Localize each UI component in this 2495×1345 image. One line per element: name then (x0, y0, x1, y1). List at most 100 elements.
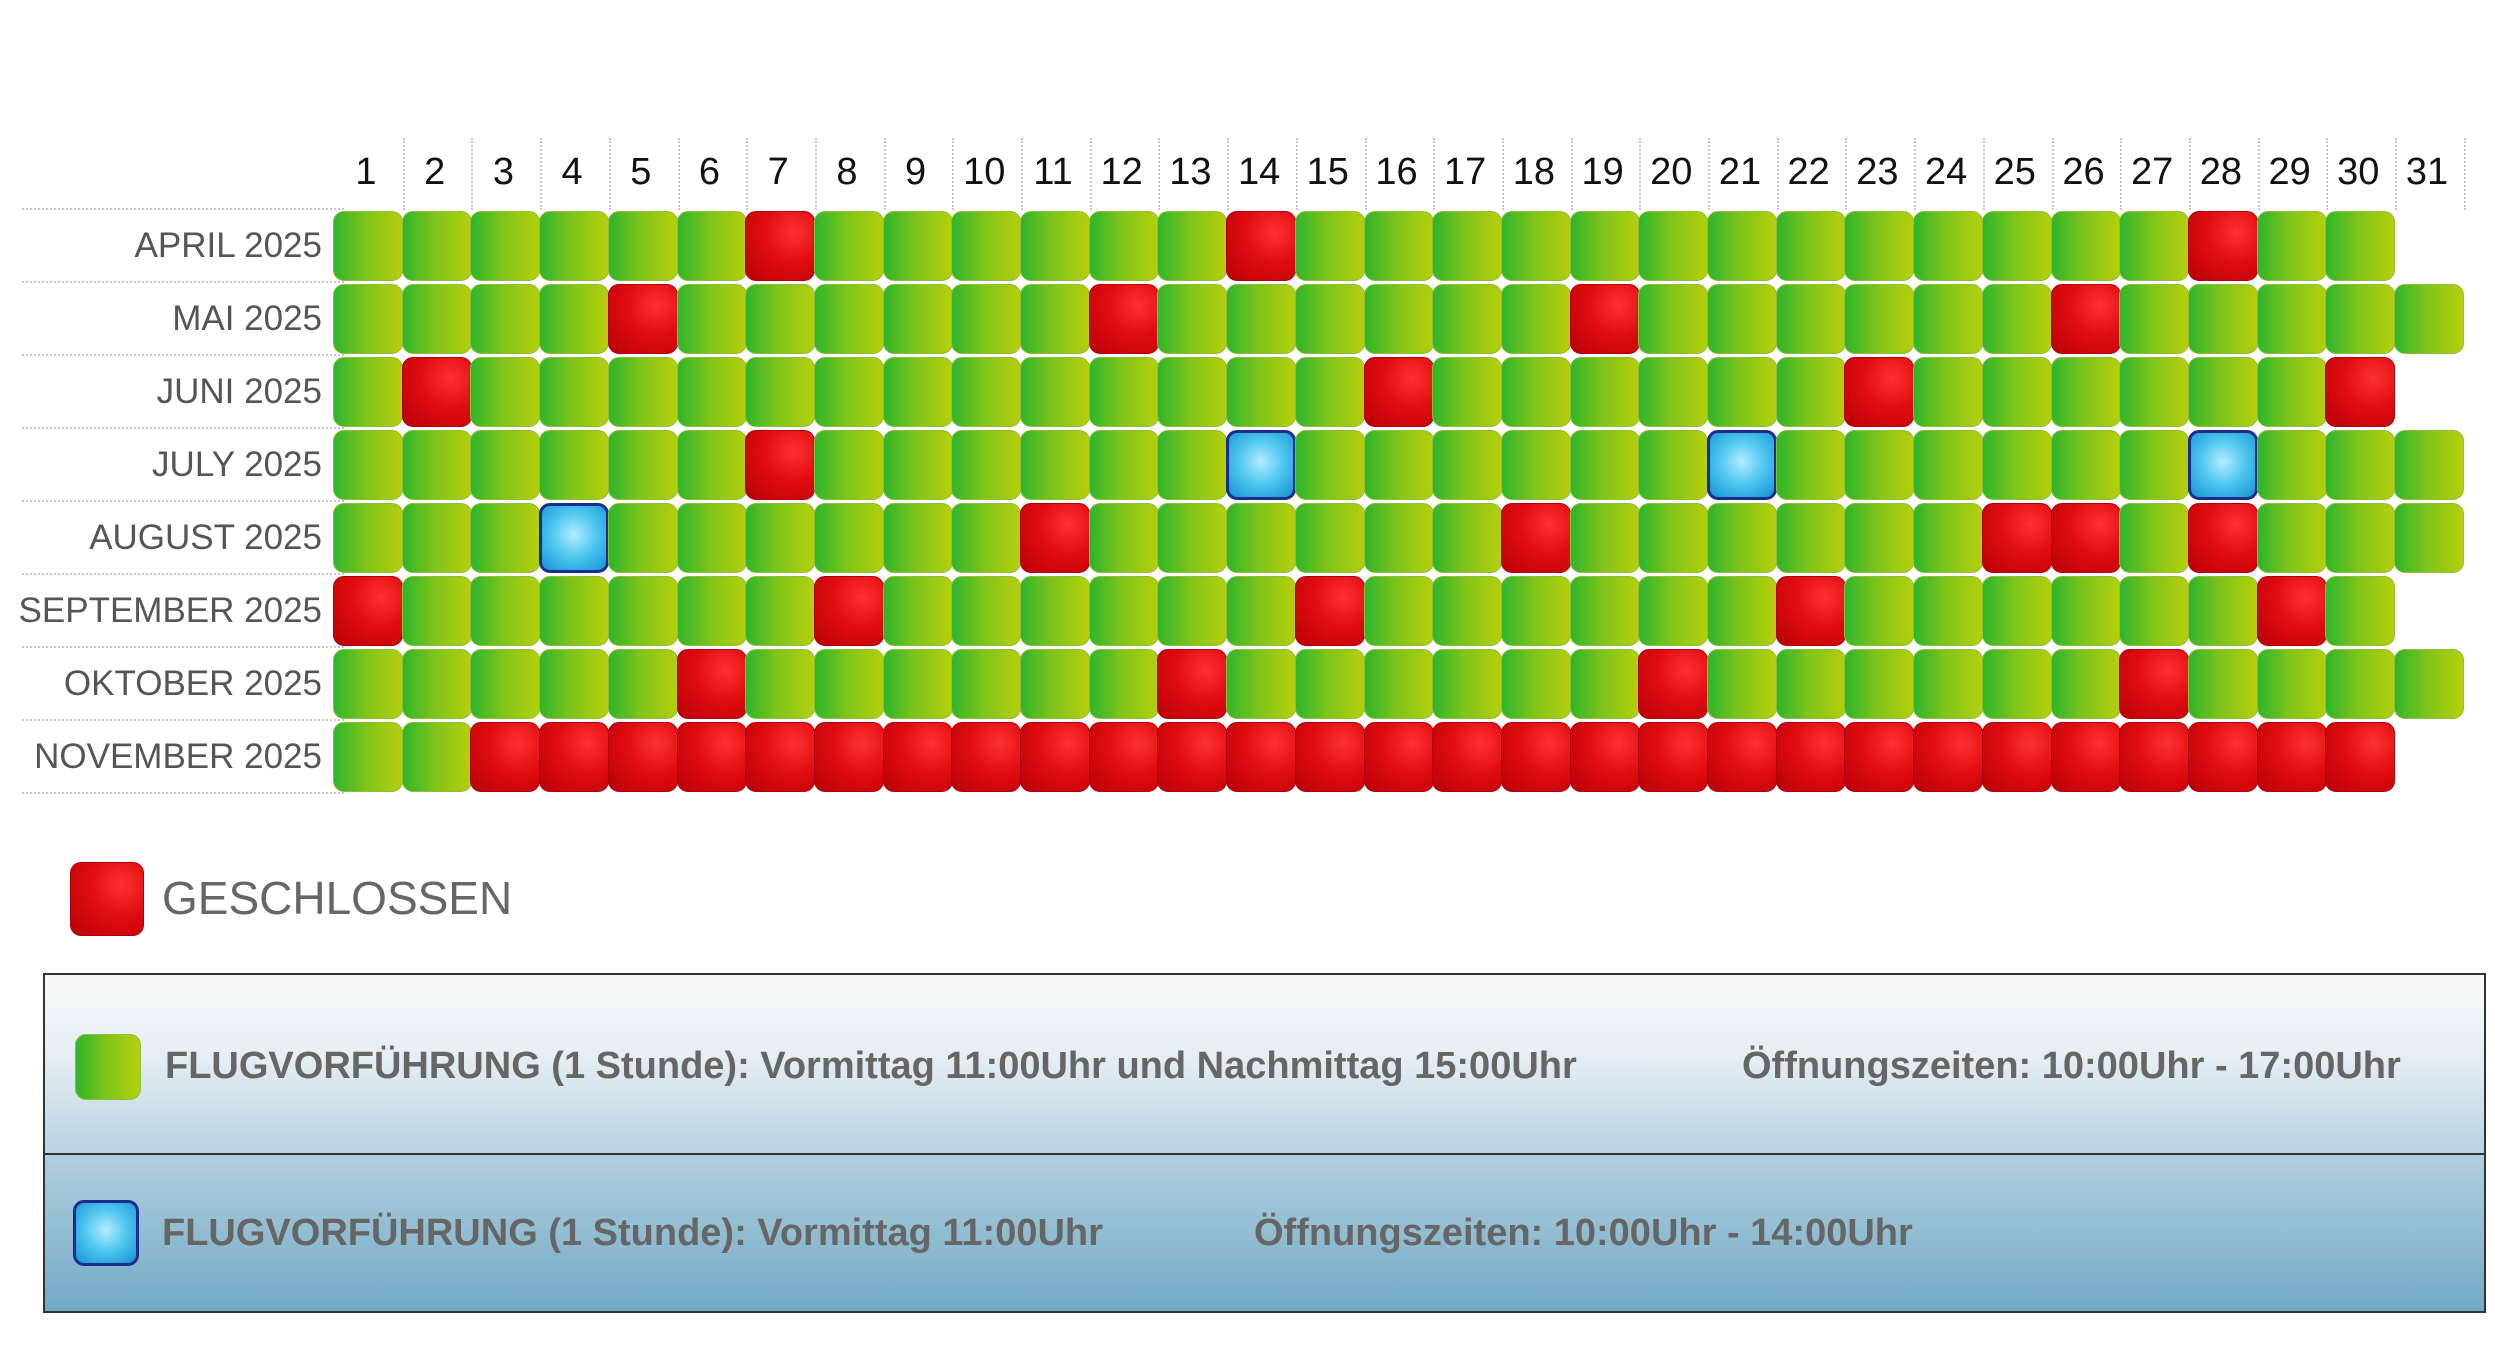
day-cell-open (1913, 430, 1984, 500)
day-cell-open (607, 211, 678, 281)
day-cell-closed (1775, 576, 1846, 646)
day-cell-open (1363, 211, 1434, 281)
day-cell-open (607, 576, 678, 646)
day-number: 30 (2337, 151, 2380, 193)
column-separator (1982, 138, 1985, 210)
day-number: 3 (492, 151, 514, 193)
day-number: 25 (1993, 151, 2036, 193)
column-separator (540, 138, 543, 210)
day-cell-open (1775, 357, 1846, 427)
day-cell-closed (1363, 357, 1434, 427)
day-cell-open (1638, 357, 1709, 427)
day-cell-open (1638, 503, 1709, 573)
day-cell-open (2256, 357, 2327, 427)
day-number: 14 (1237, 151, 1281, 193)
column-separator (1089, 138, 1092, 210)
day-cell-open (333, 284, 403, 354)
day-cell-open (1432, 649, 1503, 719)
row-divider (22, 792, 344, 794)
day-cell-open (2050, 211, 2121, 281)
day-number: 24 (1924, 151, 1968, 193)
day-cell-open (813, 430, 884, 500)
day-number: 26 (2062, 151, 2105, 193)
column-separator (2120, 138, 2123, 210)
day-cell-open (1294, 649, 1365, 719)
day-cell-short (1226, 430, 1297, 500)
day-cell-open (2325, 503, 2396, 573)
day-cell-open (745, 503, 816, 573)
day-cell-closed (1294, 722, 1365, 792)
column-separator (2257, 138, 2260, 210)
day-cell-closed (745, 722, 816, 792)
day-cell-open (1707, 576, 1777, 646)
day-cell-open (2119, 430, 2190, 500)
day-cell-open (1981, 576, 2052, 646)
day-cell-open (1088, 430, 1159, 500)
day-cell-open (1569, 649, 1640, 719)
column-separator (2188, 138, 2191, 210)
day-cell-open (1432, 430, 1503, 500)
day-cell-open (2256, 284, 2327, 354)
day-cell-open (2187, 284, 2258, 354)
day-cell-open (401, 211, 472, 281)
day-cell-open (882, 430, 953, 500)
day-cell-open (1500, 576, 1571, 646)
day-cell-open (1844, 430, 1915, 500)
day-number: 13 (1169, 151, 1212, 193)
day-number: 12 (1100, 151, 1143, 193)
day-cell-open (1020, 430, 1090, 500)
month-label: SEPTEMBER 2025 (18, 591, 322, 630)
row-divider (22, 719, 344, 721)
day-cell-open (1775, 284, 1846, 354)
column-separator (2395, 138, 2397, 210)
day-cell-open (1775, 430, 1846, 500)
day-cell-open (539, 576, 610, 646)
day-cell-open (470, 357, 541, 427)
day-cell-open (882, 503, 953, 573)
day-cell-short (1707, 430, 1777, 500)
day-cell-open (745, 649, 816, 719)
day-cell-open (1432, 284, 1503, 354)
open-schedule-box: FLUGVORFÜHRUNG (1 Stunde): Vormittag 11:… (43, 973, 2486, 1155)
day-cell-open (1088, 576, 1159, 646)
day-cell-closed (1844, 357, 1915, 427)
day-cell-open (333, 503, 403, 573)
day-cell-open (470, 430, 541, 500)
day-cell-open (401, 722, 472, 792)
day-cell-open (1363, 284, 1434, 354)
day-cell-closed (1020, 503, 1090, 573)
day-cell-open (1569, 357, 1640, 427)
day-cell-closed (1569, 284, 1640, 354)
column-separator (1021, 138, 1023, 210)
day-cell-open (951, 430, 1022, 500)
day-cell-closed (951, 722, 1022, 792)
day-number: 23 (1856, 151, 1899, 193)
day-number: 10 (963, 151, 1006, 193)
open-day-swatch (75, 1034, 141, 1100)
day-cell-open (539, 211, 610, 281)
month-label: OKTOBER 2025 (63, 664, 322, 703)
day-cell-open (951, 211, 1022, 281)
day-cell-open (333, 357, 403, 427)
day-cell-open (951, 649, 1022, 719)
day-cell-open (1775, 211, 1846, 281)
column-separator (1708, 138, 1710, 210)
day-cell-closed (676, 722, 747, 792)
day-cell-open (2187, 357, 2258, 427)
day-cell-open (1363, 649, 1434, 719)
day-cell-closed (1157, 649, 1228, 719)
day-cell-open (1913, 576, 1984, 646)
day-number: 1 (355, 151, 377, 193)
day-cell-open (2187, 649, 2258, 719)
day-cell-open (676, 576, 747, 646)
day-cell-open (2325, 649, 2396, 719)
day-cell-open (1294, 503, 1365, 573)
day-cell-open (2256, 430, 2327, 500)
day-cell-closed (1226, 722, 1297, 792)
day-cell-closed (2187, 211, 2258, 281)
column-separator (471, 138, 474, 210)
day-cell-open (1500, 357, 1571, 427)
day-cell-closed (1157, 722, 1228, 792)
column-separator (677, 138, 680, 210)
day-cell-open (1981, 284, 2052, 354)
